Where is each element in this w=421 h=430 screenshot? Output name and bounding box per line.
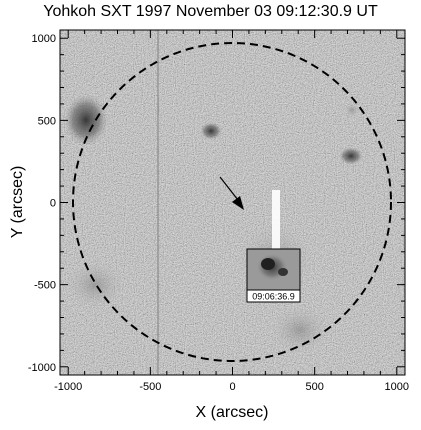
y-tick-label: 1000	[32, 33, 56, 45]
plot-title: Yohkoh SXT 1997 November 03 09:12:30.9 U…	[43, 3, 378, 20]
y-tick-label: -500	[34, 280, 56, 292]
y-tick-label: 500	[38, 115, 56, 127]
y-axis-title: Y (arcsec)	[9, 166, 26, 239]
active-region-north-west	[344, 102, 360, 118]
x-tick-label: -500	[139, 381, 161, 393]
x-tick-label: 500	[305, 381, 323, 393]
x-tick-label: 0	[229, 381, 235, 393]
faint-region-south	[270, 305, 330, 355]
active-region-west	[339, 147, 363, 165]
active-region-center-north	[200, 122, 222, 140]
axis-ticks: -1000 -500 0 500 1000 -1000 -500 0 500 1000	[28, 30, 409, 393]
active-region-ne	[64, 94, 108, 146]
x-axis-title: X (arcsec)	[196, 404, 269, 421]
sxt-image	[60, 30, 405, 375]
faint-region-south-east	[65, 260, 125, 310]
inset-timestamp: 09:06:36.9	[252, 292, 295, 302]
flare-arrow	[219, 176, 244, 210]
y-tick-label: -1000	[28, 362, 56, 374]
saturation-bleed	[272, 190, 280, 250]
x-tick-label: 1000	[385, 381, 409, 393]
y-tick-label: 0	[50, 198, 56, 210]
inset-panel: 09:06:36.9	[246, 248, 301, 303]
x-tick-label: -1000	[54, 381, 82, 393]
solar-limb-circle	[72, 42, 392, 362]
